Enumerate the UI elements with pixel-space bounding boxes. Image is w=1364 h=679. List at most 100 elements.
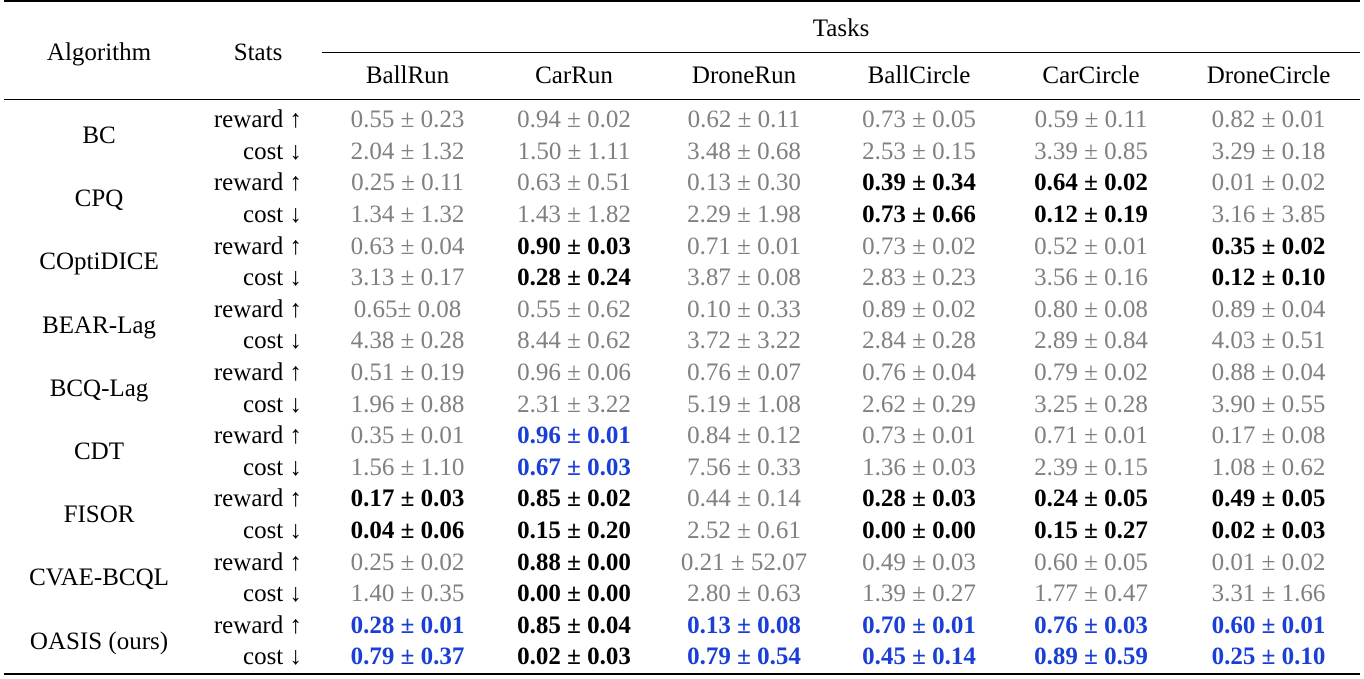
table-row: cost ↓ 3.13 ± 0.17 0.28 ± 0.24 3.87 ± 0.08 2… bbox=[4, 262, 1360, 294]
cost-value-cell: 3.87 ± 0.08 bbox=[687, 264, 801, 292]
cost-value-cell: 1.96 ± 0.88 bbox=[350, 390, 465, 418]
cost-label: cost ↓ bbox=[242, 643, 302, 671]
algorithm-name: FISOR bbox=[63, 501, 135, 529]
cost-value-cell: 3.90 ± 0.55 bbox=[1211, 390, 1326, 418]
cost-value-cell: 0.79 ± 0.54 bbox=[687, 643, 801, 671]
reward-value-cell: 0.96 ± 0.06 bbox=[517, 359, 631, 387]
table-row: cost ↓ 1.96 ± 0.88 2.31 ± 3.22 5.19 ± 1.08 2… bbox=[4, 388, 1360, 420]
reward-label: reward ↑ bbox=[213, 611, 302, 639]
table-row: cost ↓ 1.56 ± 1.10 0.67 ± 0.03 7.56 ± 0.33 1… bbox=[4, 452, 1360, 484]
cost-value-cell: 3.56 ± 0.16 bbox=[1034, 264, 1148, 292]
reward-value-cell: 0.21 ± 52.07 bbox=[680, 548, 808, 576]
cost-value-cell: 4.38 ± 0.28 bbox=[350, 327, 465, 355]
reward-value-cell: 0.62 ± 0.11 bbox=[687, 106, 801, 134]
reward-value-cell: 0.25 ± 0.11 bbox=[351, 169, 464, 197]
reward-value-cell: 0.80 ± 0.08 bbox=[1034, 295, 1148, 323]
table-row: FISOR reward ↑ 0.17 ± 0.03 0.85 ± 0.02 0.44 … bbox=[4, 483, 1360, 528]
reward-label: reward ↑ bbox=[213, 485, 302, 513]
algorithm-name: OASIS (ours) bbox=[29, 627, 169, 655]
cost-value-cell: 2.84 ± 0.28 bbox=[862, 327, 976, 355]
results-table: Algorithm Stats Tasks BallRun CarRun Drone… bbox=[4, 0, 1361, 675]
table-row: cost ↓ 0.04 ± 0.06 0.15 ± 0.20 2.52 ± 0.61 0… bbox=[4, 515, 1360, 547]
cost-value-cell: 0.25 ± 0.10 bbox=[1211, 643, 1326, 671]
header-row-2: BallRun CarRun DroneRun BallCircle CarCircle… bbox=[4, 53, 1360, 100]
reward-value-cell: 0.90 ± 0.03 bbox=[517, 232, 631, 260]
reward-value-cell: 0.10 ± 0.33 bbox=[687, 295, 801, 323]
algorithm-name: BEAR-Lag bbox=[42, 311, 156, 339]
reward-value-cell: 0.55 ± 0.23 bbox=[350, 106, 465, 134]
reward-value-cell: 0.94 ± 0.02 bbox=[517, 106, 631, 134]
column-header: DroneRun bbox=[691, 62, 797, 89]
reward-value-cell: 0.49 ± 0.03 bbox=[862, 548, 976, 576]
cost-value-cell: 1.56 ± 1.10 bbox=[350, 453, 465, 481]
algorithm-name: COptiDICE bbox=[39, 248, 159, 276]
cost-value-cell: 2.52 ± 0.61 bbox=[687, 517, 801, 545]
cost-value-cell: 3.72 ± 3.22 bbox=[687, 327, 801, 355]
reward-value-cell: 0.65± 0.08 bbox=[353, 295, 462, 323]
cost-value-cell: 0.00 ± 0.00 bbox=[517, 580, 631, 608]
table-row: BEAR-Lag reward ↑ 0.65± 0.08 0.55 ± 0.62 0.1… bbox=[4, 294, 1360, 339]
cost-value-cell: 0.00 ± 0.00 bbox=[862, 517, 976, 545]
reward-value-cell: 0.13 ± 0.08 bbox=[687, 611, 801, 639]
reward-value-cell: 0.01 ± 0.02 bbox=[1211, 169, 1326, 197]
cost-value-cell: 1.36 ± 0.03 bbox=[862, 453, 976, 481]
column-header: CarCircle bbox=[1042, 62, 1140, 89]
table-row: cost ↓ 0.79 ± 0.37 0.02 ± 0.03 0.79 ± 0.54 0… bbox=[4, 641, 1361, 674]
table-row: OASIS (ours) reward ↑ 0.28 ± 0.01 0.85 ± 0.… bbox=[4, 610, 1360, 655]
table-row: CDT reward ↑ 0.35 ± 0.01 0.96 ± 0.01 0.84 ± … bbox=[4, 420, 1360, 465]
cost-label: cost ↓ bbox=[242, 517, 302, 545]
reward-value-cell: 0.85 ± 0.02 bbox=[517, 485, 631, 513]
table-row: BCQ-Lag reward ↑ 0.51 ± 0.19 0.96 ± 0.06 0.7… bbox=[4, 357, 1360, 402]
cost-label: cost ↓ bbox=[242, 327, 302, 355]
reward-value-cell: 0.89 ± 0.02 bbox=[862, 295, 976, 323]
cost-value-cell: 1.08 ± 0.62 bbox=[1211, 453, 1326, 481]
reward-value-cell: 0.84 ± 0.12 bbox=[687, 422, 801, 450]
table-row: BC reward ↑ 0.55 ± 0.23 0.94 ± 0.02 0.62 ± 0… bbox=[4, 99, 1361, 149]
cost-label: cost ↓ bbox=[242, 453, 302, 481]
cost-label: cost ↓ bbox=[242, 137, 302, 165]
table-row: cost ↓ 1.40 ± 0.35 0.00 ± 0.00 2.80 ± 0.63 1… bbox=[4, 578, 1360, 610]
reward-value-cell: 0.44 ± 0.14 bbox=[687, 485, 801, 513]
reward-value-cell: 0.60 ± 0.01 bbox=[1211, 611, 1326, 639]
cost-value-cell: 1.50 ± 1.11 bbox=[517, 137, 631, 165]
reward-value-cell: 0.35 ± 0.02 bbox=[1211, 232, 1326, 260]
reward-label: reward ↑ bbox=[213, 295, 302, 323]
cost-value-cell: 1.39 ± 0.27 bbox=[862, 580, 976, 608]
cost-value-cell: 2.80 ± 0.63 bbox=[687, 580, 801, 608]
reward-value-cell: 0.59 ± 0.11 bbox=[1034, 106, 1148, 134]
column-header: DroneCircle bbox=[1206, 62, 1331, 89]
reward-value-cell: 0.71 ± 0.01 bbox=[1034, 422, 1148, 450]
cost-value-cell: 0.02 ± 0.03 bbox=[517, 643, 631, 671]
cost-value-cell: 3.48 ± 0.68 bbox=[687, 137, 801, 165]
algorithm-name: BC bbox=[82, 122, 116, 150]
cost-value-cell: 0.04 ± 0.06 bbox=[350, 517, 465, 545]
cost-value-cell: 0.79 ± 0.37 bbox=[350, 643, 465, 671]
reward-value-cell: 0.52 ± 0.01 bbox=[1034, 232, 1148, 260]
table-row: cost ↓ 2.04 ± 1.32 1.50 ± 1.11 3.48 ± 0.68 2… bbox=[4, 136, 1360, 168]
reward-value-cell: 0.51 ± 0.19 bbox=[350, 359, 465, 387]
cost-value-cell: 2.83 ± 0.23 bbox=[862, 264, 976, 292]
cost-label: cost ↓ bbox=[242, 201, 302, 229]
reward-value-cell: 0.76 ± 0.03 bbox=[1034, 611, 1148, 639]
reward-value-cell: 0.96 ± 0.01 bbox=[517, 422, 631, 450]
reward-value-cell: 0.88 ± 0.00 bbox=[517, 548, 631, 576]
column-header: CarRun bbox=[535, 62, 613, 89]
reward-value-cell: 0.71 ± 0.01 bbox=[687, 232, 801, 260]
cost-label: cost ↓ bbox=[242, 580, 302, 608]
reward-label: reward ↑ bbox=[213, 169, 302, 197]
reward-value-cell: 0.63 ± 0.04 bbox=[350, 232, 465, 260]
cost-value-cell: 3.25 ± 0.28 bbox=[1034, 390, 1148, 418]
reward-value-cell: 0.28 ± 0.03 bbox=[862, 485, 976, 513]
reward-value-cell: 0.89 ± 0.04 bbox=[1211, 295, 1326, 323]
algorithm-name: CDT bbox=[74, 438, 124, 466]
table-row: cost ↓ 1.34 ± 1.32 1.43 ± 1.82 2.29 ± 1.98 0… bbox=[4, 199, 1360, 231]
cost-value-cell: 3.13 ± 0.17 bbox=[350, 264, 465, 292]
tasks-header: Tasks bbox=[322, 1, 1361, 53]
reward-value-cell: 0.01 ± 0.02 bbox=[1211, 548, 1326, 576]
reward-value-cell: 0.64 ± 0.02 bbox=[1034, 169, 1148, 197]
cost-value-cell: 0.15 ± 0.20 bbox=[517, 517, 631, 545]
cost-label: cost ↓ bbox=[242, 264, 302, 292]
reward-value-cell: 0.28 ± 0.01 bbox=[350, 611, 465, 639]
cost-value-cell: 2.04 ± 1.32 bbox=[350, 137, 465, 165]
